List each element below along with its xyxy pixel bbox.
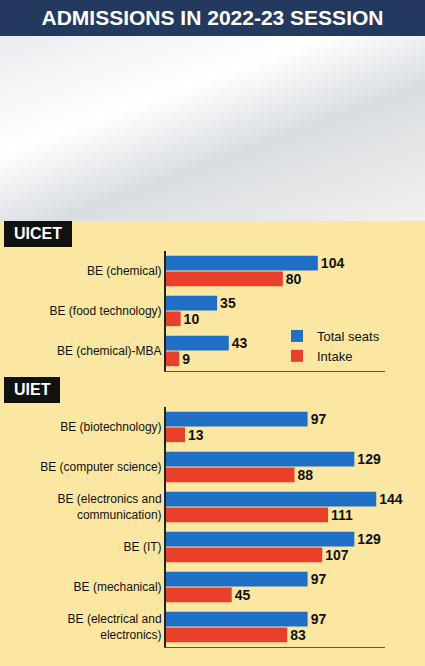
svg-text:80: 80	[286, 271, 302, 287]
svg-text:BE (chemical): BE (chemical)	[87, 264, 162, 278]
html-text:UICET: UICET	[14, 225, 62, 242]
svg-text:9: 9	[182, 351, 190, 367]
html-text:UIET: UIET	[14, 381, 51, 398]
svg-text:97: 97	[311, 411, 327, 427]
html-text:ADMISSIONS IN 2022-23 SESSION: ADMISSIONS IN 2022-23 SESSION	[41, 6, 384, 29]
svg-text:BE (biotechnology): BE (biotechnology)	[60, 420, 161, 434]
svg-text:97: 97	[311, 611, 327, 627]
svg-text:Intake: Intake	[317, 349, 352, 364]
svg-text:107: 107	[325, 547, 349, 563]
svg-text:BE (electrical andelectronics): BE (electrical andelectronics)	[68, 612, 162, 642]
svg-text:97: 97	[311, 571, 327, 587]
svg-text:144: 144	[379, 491, 403, 507]
svg-text:129: 129	[357, 531, 381, 547]
svg-text:BE (food technology): BE (food technology)	[50, 304, 162, 318]
svg-text:129: 129	[357, 451, 381, 467]
svg-text:83: 83	[290, 627, 306, 643]
svg-text:104: 104	[321, 255, 345, 271]
svg-text:45: 45	[235, 587, 251, 603]
svg-text:BE (mechanical): BE (mechanical)	[74, 580, 162, 594]
svg-text:BE (chemical)-MBA: BE (chemical)-MBA	[57, 344, 162, 358]
svg-text:43: 43	[232, 335, 248, 351]
svg-text:111: 111	[331, 507, 353, 523]
svg-text:BE (computer science): BE (computer science)	[40, 460, 161, 474]
svg-text:88: 88	[297, 467, 313, 483]
svg-text:35: 35	[220, 295, 236, 311]
svg-text:BE (electronics andcommunicati: BE (electronics andcommunication)	[58, 492, 162, 522]
svg-text:BE (IT): BE (IT)	[124, 540, 162, 554]
svg-text:Total seats: Total seats	[317, 329, 380, 344]
svg-text:13: 13	[188, 427, 204, 443]
svg-text:10: 10	[184, 311, 200, 327]
